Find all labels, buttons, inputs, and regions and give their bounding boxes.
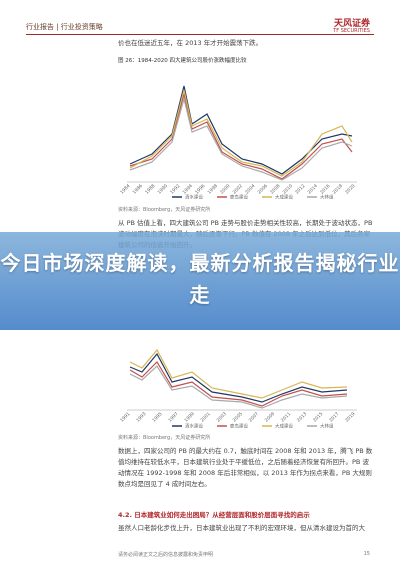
footer: 请务必阅读正文之后的信息披露和免责申明 xyxy=(118,552,214,558)
x-tick-label: 2011 xyxy=(280,411,292,423)
figure-title: 图 26：1984-2020 四大建筑公司股价涨跌幅度比较 xyxy=(118,58,247,64)
x-tick-label: 2019 xyxy=(344,411,356,423)
x-tick-label: 2020 xyxy=(344,183,356,195)
x-tick-label: 2016 xyxy=(319,183,331,195)
x-tick-label: 1996 xyxy=(194,183,206,195)
legend-label: 清水建设 xyxy=(185,423,203,430)
x-tick-label: 2015 xyxy=(312,411,324,423)
x-tick-label: 2007 xyxy=(248,411,260,423)
x-tick-label: 2013 xyxy=(296,411,308,423)
logo-en: TF SECURITIES xyxy=(333,28,370,34)
x-tick-label: 2001 xyxy=(199,411,211,423)
x-tick-label: 1993 xyxy=(135,411,147,423)
legend-label: 大成建设 xyxy=(275,194,293,201)
x-tick-label: 2000 xyxy=(219,183,231,195)
figure-chart: 1991 1993 1995 1997 1999 2001 2003 2005 2007 2009… xyxy=(119,348,357,430)
x-tick-label: 2004 xyxy=(244,183,256,195)
x-tick-label: 1995 xyxy=(151,411,163,423)
x-tick-label: 1986 xyxy=(132,183,144,195)
legend-label: 鹿岛建设 xyxy=(230,423,248,430)
x-tick-label: 1997 xyxy=(167,411,179,423)
x-tick-label: 1999 xyxy=(183,411,195,423)
x-tick-label: 2003 xyxy=(216,411,228,423)
header-title: 行业报告 | 行业投资策略 xyxy=(26,23,103,31)
x-tick-label: 2008 xyxy=(269,183,281,195)
legend-label: 大林组 xyxy=(320,423,334,430)
x-tick-label: 2010 xyxy=(282,183,294,195)
x-tick-label: 2005 xyxy=(232,411,244,423)
banner[interactable] xyxy=(0,232,400,330)
legend-label: 清水建设 xyxy=(185,194,203,201)
x-tick-label: 2014 xyxy=(307,183,319,195)
x-tick-label: 1994 xyxy=(182,183,194,195)
chart-lines xyxy=(129,348,348,409)
x-tick-label: 1991 xyxy=(119,411,131,423)
x-tick-label: 2009 xyxy=(264,411,276,423)
section-heading: 4.2. 日本建筑业如何走出困局？从经营层面和股价层面寻找的启示 xyxy=(118,511,310,519)
figure-source: 资料来源：Bloomberg，天风证券研究所 xyxy=(118,435,211,441)
x-tick-label: 1988 xyxy=(144,183,156,195)
x-tick-label: 2012 xyxy=(294,183,306,195)
intro: 价也在低迷近五年，在 2013 年才开始震荡下跌。 xyxy=(118,39,263,47)
x-tick-label: 2002 xyxy=(232,183,244,195)
x-tick-label: 1984 xyxy=(119,183,131,195)
x-tick-label: 2018 xyxy=(332,183,344,195)
figure-chart: 1984 1986 1988 1990 1992 1994 1996 1998 2000 2002… xyxy=(119,85,357,201)
legend-label: 鹿岛建设 xyxy=(230,194,248,201)
logo: 天风证券 xyxy=(333,19,370,29)
x-tick-label: 1992 xyxy=(169,183,181,195)
legend-label: 大成建设 xyxy=(275,423,293,430)
x-tick-label: 1998 xyxy=(207,183,219,195)
banner-text[interactable]: 今日市场深度解读，最新分析报告揭秘行业走 xyxy=(0,251,400,307)
header-rule xyxy=(26,34,374,35)
paragraph: 虽然人口老龄化步伐上升，日本建筑业出现了不利的宏观环境，但从清水建设为首的大 xyxy=(118,524,365,532)
chart-lines xyxy=(129,85,353,181)
x-tick-label: 1990 xyxy=(157,183,169,195)
legend-label: 大林组 xyxy=(320,194,334,201)
paragraph: 数据上，四家公司的 PB 的最大约在 0.7，触底时间在 2008 年和 201… xyxy=(118,447,373,488)
figure-source: 资料来源：Bloomberg，天风证券研究所 xyxy=(118,207,211,213)
page-number: 15 xyxy=(363,551,370,557)
x-tick-label: 2006 xyxy=(257,183,269,195)
x-tick-label: 2017 xyxy=(328,411,340,423)
